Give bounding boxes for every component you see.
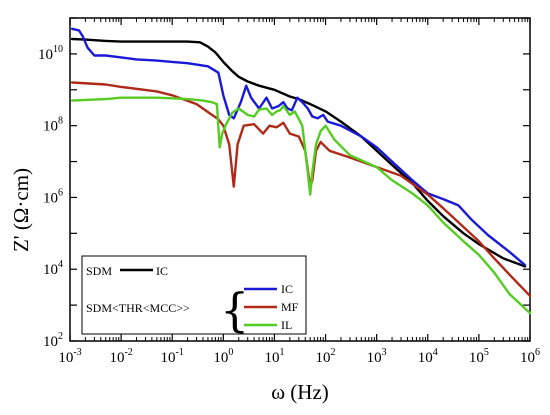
legend: SDM IC SDM<THR<MCC>> { IC MF IL (81, 255, 307, 337)
x-tick-label: 105 (469, 347, 489, 366)
legend-label-series-3: IL (281, 318, 292, 332)
y-tick-label: 108 (43, 116, 63, 135)
series-line-0 (70, 37, 527, 268)
series-line-3 (70, 96, 532, 315)
legend-label-series-0: IC (156, 264, 168, 278)
x-tick-label: 106 (520, 347, 540, 366)
legend-label-series-2: MF (281, 300, 299, 314)
x-tick-label: 101 (264, 347, 284, 366)
y-tick-label: 104 (43, 259, 63, 278)
x-axis-title: ω (Hz) (271, 380, 329, 404)
legend-group1-label: SDM (86, 264, 112, 278)
series-layer (70, 27, 532, 315)
x-tick-label: 10-3 (58, 347, 81, 366)
y-tick-label: 106 (43, 187, 63, 206)
y-axis-title: Z' (Ω·cm) (9, 168, 33, 252)
x-tick-label: 10-2 (109, 347, 132, 366)
x-tick-label: 100 (213, 347, 233, 366)
legend-label-series-1: IC (281, 282, 293, 296)
series-line-2 (70, 81, 532, 298)
y-tick-label: 102 (43, 331, 63, 350)
series-line-1 (70, 27, 527, 267)
legend-group2-label: SDM<THR<MCC>> (86, 301, 190, 315)
tick-labels: 10-3 10-2 10-1 100 101 102 103 104 105 106 102 104 1… (38, 44, 540, 366)
x-tick-label: 10-1 (161, 347, 184, 366)
y-tick-label: 1010 (38, 44, 63, 63)
x-tick-label: 102 (316, 347, 336, 366)
axis-ticks (69, 17, 531, 342)
x-tick-label: 103 (367, 347, 387, 366)
legend-box (81, 255, 307, 335)
legend-brace: { (220, 283, 249, 337)
x-tick-label: 104 (418, 347, 438, 366)
